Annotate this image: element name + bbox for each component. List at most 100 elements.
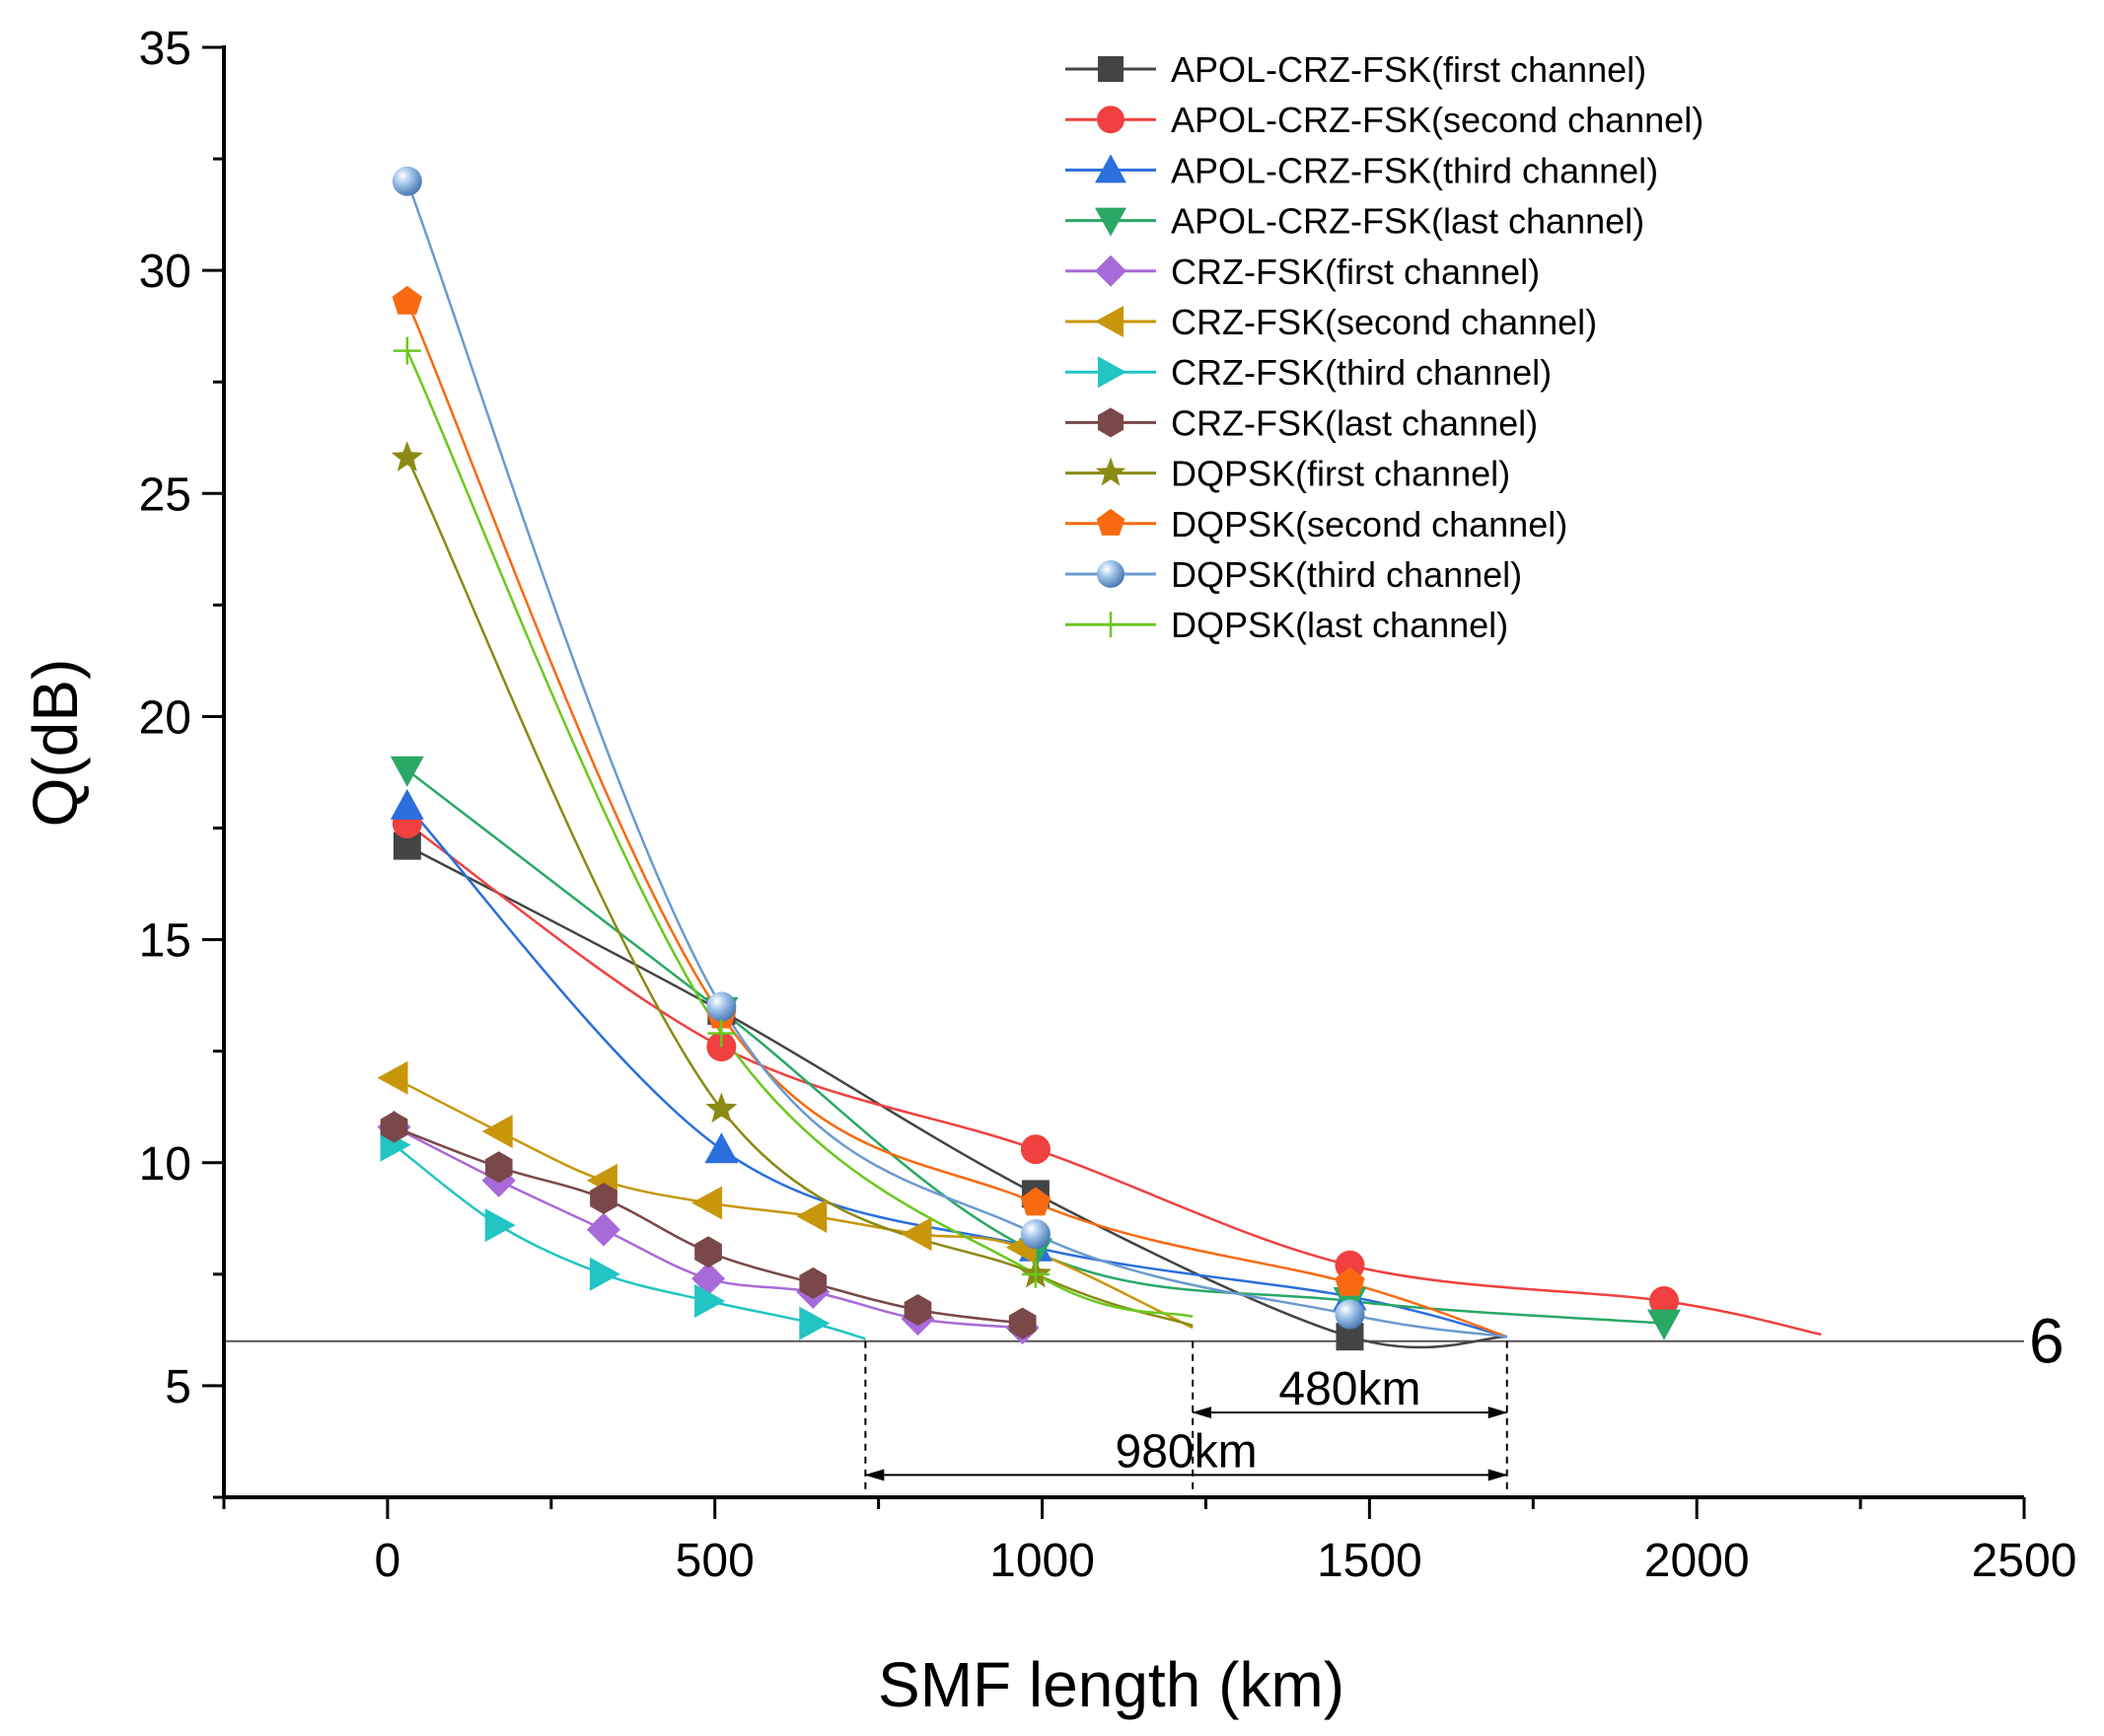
data-point-3-0 bbox=[390, 756, 424, 787]
legend-label-5: CRZ-FSK(second channel) bbox=[1171, 302, 1597, 342]
series-line-11 bbox=[405, 350, 1194, 1319]
series-line-8 bbox=[405, 457, 1194, 1328]
y-axis-title: Q(dB) bbox=[20, 659, 91, 828]
series-line-3 bbox=[406, 768, 1665, 1325]
data-point-5-0 bbox=[377, 1060, 408, 1095]
legend-label-0: APOL-CRZ-FSK(first channel) bbox=[1171, 49, 1646, 90]
data-point-11-2 bbox=[1021, 1260, 1050, 1288]
series-line-0 bbox=[406, 844, 1507, 1349]
legend-marker-4 bbox=[1095, 254, 1126, 287]
data-point-7-0 bbox=[380, 1111, 408, 1143]
legend-item-1: APOL-CRZ-FSK(second channel) bbox=[1065, 100, 1704, 140]
legend-marker-11 bbox=[1098, 612, 1124, 638]
data-point-5-5 bbox=[901, 1217, 932, 1252]
data-point-7-2 bbox=[590, 1183, 617, 1214]
x-tick-label-4: 2000 bbox=[1644, 1535, 1750, 1587]
data-point-6-1 bbox=[484, 1208, 516, 1243]
legend-label-8: DQPSK(first channel) bbox=[1171, 454, 1510, 494]
data-point-9-0 bbox=[392, 285, 422, 315]
data-point-7-1 bbox=[484, 1151, 513, 1184]
data-point-7-3 bbox=[694, 1236, 722, 1268]
legend-marker-5 bbox=[1095, 306, 1124, 337]
threshold-label: 6 bbox=[2029, 1306, 2065, 1377]
legend-label-2: APOL-CRZ-FSK(third channel) bbox=[1171, 150, 1658, 190]
legend-label-6: CRZ-FSK(third channel) bbox=[1171, 352, 1552, 393]
legend-item-9: DQPSK(second channel) bbox=[1065, 504, 1567, 544]
data-point-6-4 bbox=[799, 1306, 831, 1340]
data-point-8-1 bbox=[705, 1092, 738, 1123]
legend-marker-7 bbox=[1098, 407, 1124, 438]
legend-label-7: CRZ-FSK(last channel) bbox=[1171, 402, 1538, 443]
data-point-1-4 bbox=[1649, 1285, 1679, 1316]
legend-label-11: DQPSK(last channel) bbox=[1171, 605, 1508, 645]
legend-item-0: APOL-CRZ-FSK(first channel) bbox=[1065, 49, 1646, 90]
x-axis-title: SMF length (km) bbox=[878, 1649, 1344, 1720]
x-tick-label-0: 0 bbox=[375, 1535, 401, 1587]
y-tick-label-6: 35 bbox=[139, 23, 191, 75]
y-tick-label-5: 30 bbox=[139, 246, 191, 298]
data-point-10-2 bbox=[1020, 1219, 1051, 1250]
legend-item-10: DQPSK(third channel) bbox=[1065, 554, 1522, 595]
data-point-4-2 bbox=[586, 1212, 620, 1247]
data-point-1-2 bbox=[1020, 1134, 1051, 1165]
data-point-5-4 bbox=[796, 1199, 828, 1233]
legend-item-3: APOL-CRZ-FSK(last channel) bbox=[1065, 201, 1644, 242]
series-line-1 bbox=[406, 822, 1822, 1337]
data-point-6-3 bbox=[694, 1284, 726, 1318]
axes: 5 10 15 20 25 30 35 0 500 1000 1500 2000 2500 SMF len… bbox=[20, 23, 2076, 1720]
legend-item-2: APOL-CRZ-FSK(third channel) bbox=[1065, 150, 1658, 190]
y-tick-label-1: 10 bbox=[139, 1138, 191, 1191]
data-point-11-0 bbox=[393, 336, 421, 365]
plot-area: 6 480km 980km bbox=[224, 166, 2065, 1493]
legend-label-4: CRZ-FSK(first channel) bbox=[1171, 252, 1540, 292]
data-point-7-6 bbox=[1008, 1307, 1037, 1339]
legend-item-4: CRZ-FSK(first channel) bbox=[1065, 252, 1540, 292]
y-tick-label-3: 20 bbox=[139, 691, 191, 744]
x-tick-label-3: 1500 bbox=[1317, 1535, 1422, 1587]
data-point-9-3 bbox=[1335, 1266, 1365, 1296]
data-point-10-3 bbox=[1335, 1299, 1365, 1330]
x-tick-label-1: 500 bbox=[676, 1535, 755, 1587]
data-point-11-1 bbox=[707, 1019, 736, 1048]
data-point-5-3 bbox=[691, 1186, 723, 1220]
y-tick-label-2: 15 bbox=[139, 915, 191, 968]
data-point-5-1 bbox=[481, 1115, 513, 1149]
legend-item-5: CRZ-FSK(second channel) bbox=[1065, 302, 1597, 342]
series-line-2 bbox=[405, 805, 1508, 1338]
legend-marker-1 bbox=[1097, 106, 1125, 134]
legend-marker-2 bbox=[1095, 154, 1126, 183]
legend-item-6: CRZ-FSK(third channel) bbox=[1065, 352, 1552, 393]
legend-label-10: DQPSK(third channel) bbox=[1171, 554, 1522, 595]
x-tick-label-5: 2500 bbox=[1972, 1535, 2077, 1587]
data-point-9-2 bbox=[1020, 1187, 1052, 1216]
legend-label-1: APOL-CRZ-FSK(second channel) bbox=[1171, 100, 1704, 140]
legend-item-7: CRZ-FSK(last channel) bbox=[1065, 402, 1538, 443]
y-tick-label-0: 5 bbox=[165, 1361, 191, 1413]
legend-marker-0 bbox=[1098, 56, 1124, 82]
annotation-label-0: 480km bbox=[1278, 1363, 1420, 1415]
y-tick-label-4: 25 bbox=[139, 469, 191, 521]
legend-marker-3 bbox=[1095, 207, 1126, 237]
data-point-10-1 bbox=[706, 991, 737, 1022]
legend-marker-10 bbox=[1097, 560, 1125, 588]
legend-item-11: DQPSK(last channel) bbox=[1065, 605, 1508, 645]
data-point-4-3 bbox=[691, 1262, 726, 1296]
data-point-6-2 bbox=[589, 1257, 620, 1291]
data-point-7-4 bbox=[799, 1266, 828, 1299]
legend-label-9: DQPSK(second channel) bbox=[1171, 504, 1567, 544]
legend-label-3: APOL-CRZ-FSK(last channel) bbox=[1171, 201, 1644, 242]
data-point-2-1 bbox=[704, 1132, 739, 1164]
x-tick-label-2: 1000 bbox=[989, 1535, 1095, 1587]
data-point-8-0 bbox=[391, 441, 423, 471]
data-point-2-0 bbox=[390, 788, 424, 820]
legend-marker-6 bbox=[1098, 356, 1126, 389]
legend: APOL-CRZ-FSK(first channel) APOL-CRZ-FSK(… bbox=[1065, 49, 1704, 645]
data-point-10-0 bbox=[392, 166, 422, 196]
legend-item-8: DQPSK(first channel) bbox=[1065, 454, 1510, 494]
annotation-label-1: 980km bbox=[1116, 1425, 1258, 1478]
data-point-7-5 bbox=[904, 1294, 932, 1326]
data-point-3-4 bbox=[1647, 1309, 1681, 1340]
legend-marker-8 bbox=[1095, 457, 1126, 486]
legend-marker-9 bbox=[1096, 508, 1125, 536]
